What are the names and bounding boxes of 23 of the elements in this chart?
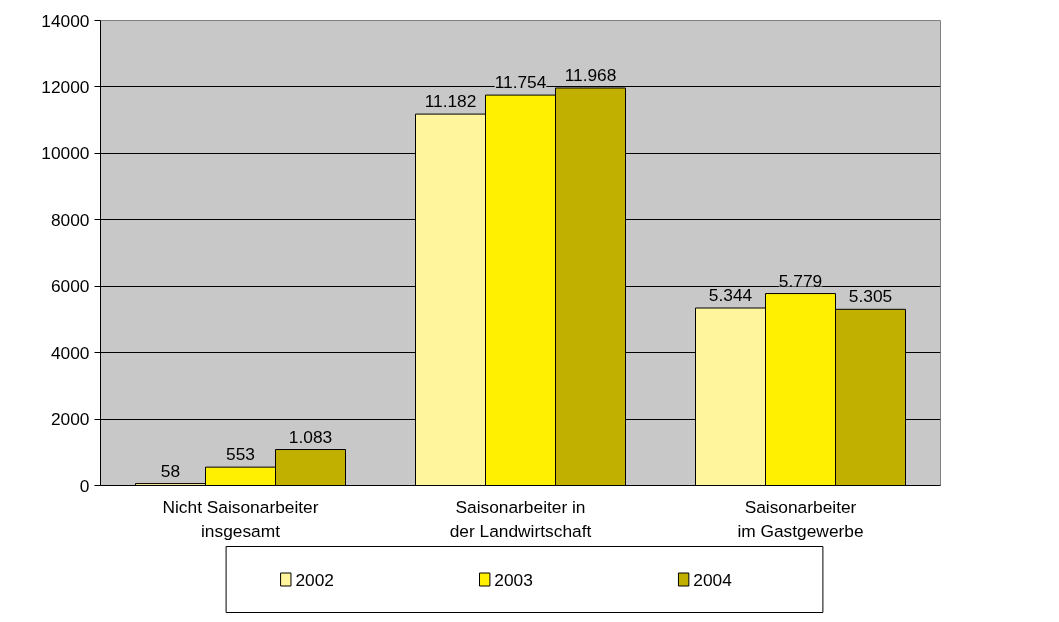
- legend-label: 2003: [494, 569, 533, 590]
- y-tick-label: 10000: [41, 143, 90, 164]
- y-tick-label: 8000: [50, 209, 90, 230]
- x-tick-label: Saisonarbeiter im Gastgewerbe: [737, 496, 864, 541]
- data-label: 1.083: [288, 426, 333, 447]
- y-tick-label: 2000: [50, 409, 90, 430]
- data-label: 11.182: [424, 91, 477, 112]
- legend-label: 2002: [295, 569, 334, 590]
- y-tick-label: 6000: [50, 276, 90, 297]
- x-tick-label: Nicht Saisonarbeiter insgesamt: [162, 496, 319, 541]
- y-tick-label: 4000: [50, 342, 90, 363]
- data-label: 11.754: [494, 72, 547, 93]
- data-label: 58: [160, 460, 181, 481]
- data-label: 5.344: [708, 285, 753, 305]
- data-label: 11.968: [564, 64, 617, 85]
- y-tick-label: 0: [79, 475, 90, 496]
- y-tick-label: 14000: [41, 10, 90, 31]
- legend-label: 2004: [693, 569, 733, 590]
- data-label: 553: [226, 444, 255, 465]
- data-label: 5.779: [778, 270, 823, 291]
- x-tick-label: Saisonarbeiter in der Landwirtschaft: [449, 496, 592, 541]
- data-label: 5.305: [848, 286, 893, 307]
- y-tick-label: 12000: [41, 76, 90, 97]
